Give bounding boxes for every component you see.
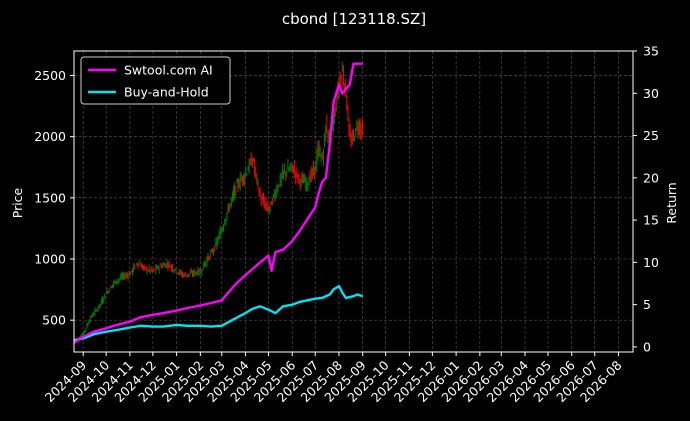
y-left-tick-label: 500 [42, 313, 66, 328]
buy-and-hold-line [73, 284, 364, 342]
legend-box [80, 56, 231, 105]
y-right-tick-label: 20 [643, 170, 659, 185]
grid-lines [74, 51, 633, 352]
series-lines [73, 62, 364, 344]
y-left-tick-label: 1000 [34, 252, 66, 267]
price-candles [74, 62, 363, 342]
chart-title: cbond [123118.SZ] [282, 10, 426, 28]
y-axis-right-label: Return [664, 182, 679, 223]
y-left-tick-label: 1500 [34, 190, 66, 205]
y-right-tick-label: 0 [643, 339, 651, 354]
y-right-tick-label: 5 [643, 297, 651, 312]
y-right-tick-label: 30 [643, 86, 659, 101]
y-right-tick-label: 35 [643, 44, 659, 59]
y-right-tick-label: 15 [643, 213, 659, 228]
y-axis-left-label: Price [10, 187, 25, 218]
y-left-tick-label: 2000 [34, 129, 66, 144]
y-left-tick-label: 2500 [34, 68, 66, 83]
legend-label-bh: Buy-and-Hold [124, 85, 209, 100]
swtool-ai-line [73, 62, 363, 344]
plot-frame [73, 50, 634, 353]
legend: Swtool.com AI Buy-and-Hold [80, 56, 231, 105]
y-right-tick-label: 10 [643, 255, 659, 270]
legend-label-ai: Swtool.com AI [124, 63, 213, 78]
y-right-tick-label: 25 [643, 128, 659, 143]
